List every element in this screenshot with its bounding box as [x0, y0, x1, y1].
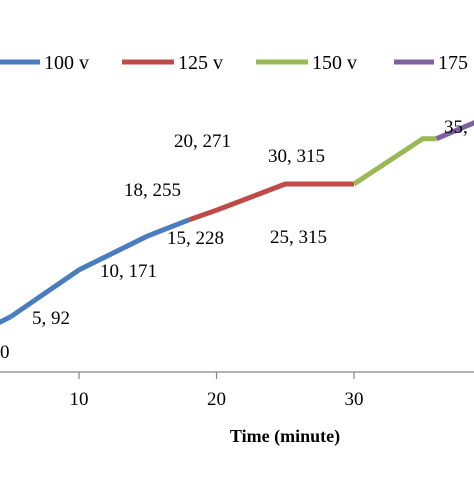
point-label: 5, 92: [32, 308, 70, 329]
x-axis-title: Time (minute): [230, 426, 340, 447]
series-line-2: [354, 139, 437, 184]
point-label: 30, 315: [268, 146, 325, 167]
series-line-lead-in: [0, 317, 10, 327]
point-label: 18, 255: [124, 180, 181, 201]
point-label: 15, 228: [167, 228, 224, 249]
x-tick-label: 20: [207, 389, 226, 410]
point-label: 25, 315: [270, 227, 327, 248]
legend-label: 175: [438, 52, 468, 74]
point-label: 20, 271: [174, 131, 231, 152]
point-label: 10, 171: [100, 261, 157, 282]
legend-label: 150 v: [312, 52, 357, 74]
x-tick-label: 10: [70, 389, 89, 410]
x-tick-label: 30: [345, 389, 364, 410]
point-label: 35,: [444, 117, 468, 138]
point-label: 0: [0, 342, 10, 363]
series-line-1: [189, 184, 354, 220]
legend-label: 125 v: [178, 52, 223, 74]
legend-label: 100 v: [44, 52, 89, 74]
